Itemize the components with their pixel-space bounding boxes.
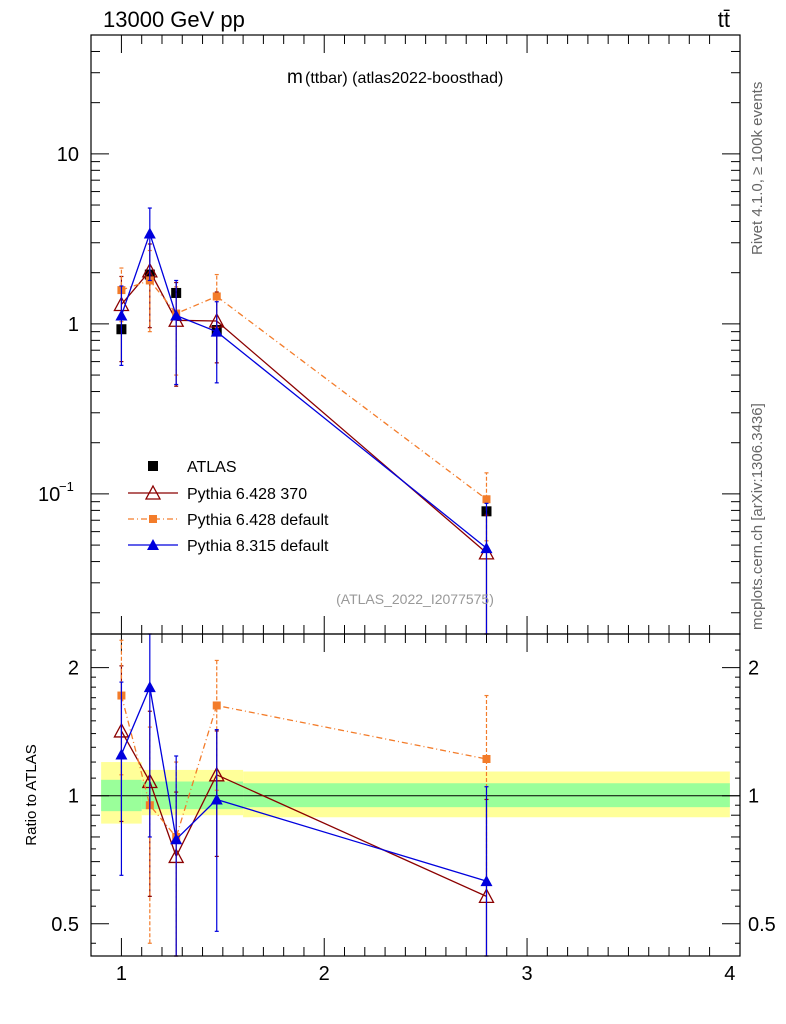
- legend-label-py6-370: Pythia 6.428 370: [187, 486, 307, 503]
- legend-marker-py8: [147, 539, 159, 550]
- legend-label-py6-default: Pythia 6.428 default: [187, 512, 329, 529]
- series-pythia-8-315-default: [115, 207, 493, 635]
- legend-marker-py6-370: [144, 484, 162, 500]
- energy-label: 13000 GeV pp: [103, 7, 245, 32]
- series-pythia-8-315-default-point: [143, 681, 156, 693]
- series-pythia-8-315-default-point: [115, 748, 128, 760]
- main-ytick-label: 1: [68, 314, 79, 336]
- series-pythia-6-428-default-point: [212, 701, 221, 710]
- legend-marker-py6-default: [149, 515, 157, 523]
- legend-entry-py6-default: Pythia 6.428 default: [128, 512, 329, 529]
- main-ytick-label-exp: −1: [59, 479, 74, 494]
- ratio-xtick-label: 1: [116, 963, 127, 985]
- series-pythia-8-315-default-point: [480, 875, 493, 887]
- series-pythia-8-315-default-point: [210, 325, 223, 337]
- ratio-panel: 2 2 1 1 0.5 0.5 1 2 3 4 Ratio to ATLAS: [23, 633, 776, 985]
- series-pythia-8-315-default-point: [115, 309, 128, 321]
- ratio-ytick-label-right: 2: [748, 658, 759, 680]
- main-title: (ttbar) (atlas2022-boosthad): [305, 70, 503, 87]
- series-pythia-8-315-default-point: [170, 309, 183, 321]
- main-title-m: m: [287, 67, 303, 88]
- legend-label-atlas: ATLAS: [187, 459, 237, 476]
- series-pythia-8-315-default-point: [210, 793, 223, 805]
- ratio-ytick-label-left: 1: [68, 786, 79, 808]
- series-pythia-8-315-default-point: [170, 833, 183, 845]
- legend-label-py8: Pythia 8.315 default: [187, 538, 329, 555]
- analysis-watermark: (ATLAS_2022_I2077575): [336, 591, 494, 607]
- ratio-ytick-label-right: 0.5: [748, 914, 776, 936]
- ratio-ytick-label-right: 1: [748, 786, 759, 808]
- rivet-version-label: Rivet 4.1.0, ≥ 100k events: [749, 82, 766, 255]
- series-pythia-8-315-default-point: [143, 227, 156, 239]
- ratio-ytick-label-left: 0.5: [51, 914, 79, 936]
- legend-marker-atlas: [148, 461, 158, 471]
- ratio-xtick-label: 2: [319, 963, 330, 985]
- series-pythia-6-428-default-point: [212, 292, 221, 301]
- legend-entry-atlas: ATLAS: [148, 459, 237, 476]
- series-pythia-8-315-default-point: [480, 542, 493, 554]
- legend-entry-py6-370: Pythia 6.428 370: [128, 484, 307, 503]
- main-ytick-label: 10: [57, 144, 79, 166]
- ratio-frame: [90, 633, 741, 957]
- series-pythia-8-315-default: [115, 633, 493, 957]
- process-label: tt̄: [718, 7, 730, 32]
- series-pythia-6-428-default-point: [482, 754, 491, 763]
- source-label: mcplots.cern.ch [arXiv:1306.3436]: [749, 403, 766, 630]
- ratio-ytick-label-left: 2: [68, 658, 79, 680]
- legend-entry-py8: Pythia 8.315 default: [128, 538, 329, 555]
- legend: ATLAS Pythia 6.428 370 Pythia 6.428 defa…: [128, 459, 329, 555]
- ratio-xtick-label: 4: [724, 963, 735, 985]
- main-ytick-label-exp-base: 10: [38, 484, 60, 506]
- series-pythia-6-428-370: [113, 243, 495, 635]
- ratio-xtick-label: 3: [521, 963, 532, 985]
- ratio-ylabel: Ratio to ATLAS: [23, 744, 40, 845]
- series-pythia-6-428-default-point: [482, 495, 491, 504]
